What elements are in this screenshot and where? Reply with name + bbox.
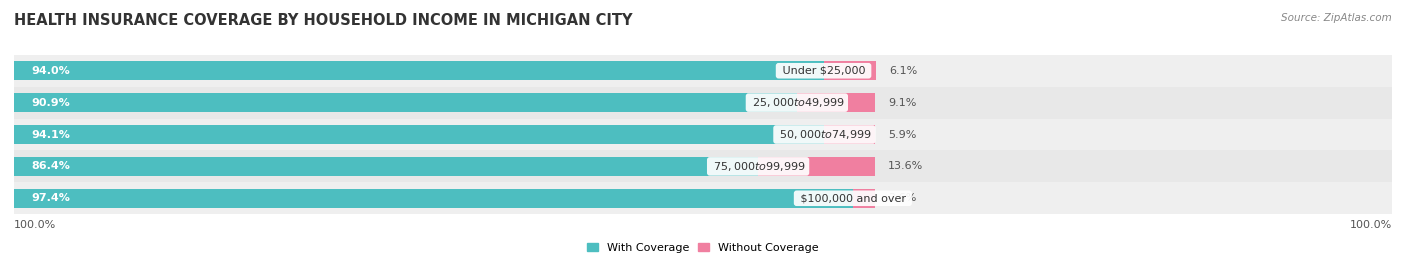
Bar [14,119,1392,150]
Text: 90.9%: 90.9% [31,98,70,108]
Bar [14,150,1392,182]
Text: 94.0%: 94.0% [31,66,70,76]
Text: 100.0%: 100.0% [14,220,56,230]
Legend: With Coverage, Without Coverage: With Coverage, Without Coverage [588,243,818,253]
Text: 94.1%: 94.1% [31,129,70,140]
Bar [14,61,824,80]
Bar [14,87,1392,119]
Bar [14,189,853,208]
Text: 2.6%: 2.6% [889,193,917,203]
Text: 100.0%: 100.0% [1350,220,1392,230]
Text: $75,000 to $99,999: $75,000 to $99,999 [710,160,807,173]
Text: 13.6%: 13.6% [889,161,924,171]
Bar [14,157,758,176]
Text: $25,000 to $49,999: $25,000 to $49,999 [748,96,845,109]
Bar [14,125,824,144]
Bar [824,61,876,80]
Bar [14,93,797,112]
Bar [758,157,875,176]
Text: Source: ZipAtlas.com: Source: ZipAtlas.com [1281,13,1392,23]
Bar [14,182,1392,214]
Text: 6.1%: 6.1% [889,66,917,76]
Text: $50,000 to $74,999: $50,000 to $74,999 [776,128,873,141]
Text: 9.1%: 9.1% [889,98,917,108]
Bar [14,55,1392,87]
Bar [853,189,875,208]
Text: 86.4%: 86.4% [31,161,70,171]
Text: 97.4%: 97.4% [31,193,70,203]
Text: HEALTH INSURANCE COVERAGE BY HOUSEHOLD INCOME IN MICHIGAN CITY: HEALTH INSURANCE COVERAGE BY HOUSEHOLD I… [14,13,633,29]
Text: $100,000 and over: $100,000 and over [797,193,910,203]
Text: Under $25,000: Under $25,000 [779,66,869,76]
Bar [797,93,875,112]
Text: 5.9%: 5.9% [889,129,917,140]
Bar [824,125,875,144]
